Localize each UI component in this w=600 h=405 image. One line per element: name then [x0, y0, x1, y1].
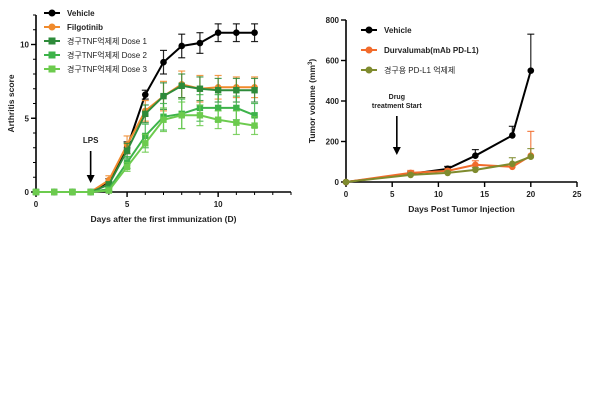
- legend-label: Vehicle: [384, 26, 412, 35]
- data-point: [105, 181, 113, 188]
- data-point: [196, 112, 204, 119]
- y-tick-label: 200: [326, 138, 340, 147]
- legend-label: Vehicle: [67, 9, 95, 18]
- data-point: [509, 132, 516, 139]
- y-tick-label: 0: [335, 178, 340, 187]
- data-point: [214, 87, 222, 94]
- legend-marker: [365, 46, 373, 54]
- legend-item: Filgotinib: [44, 23, 103, 32]
- data-point: [251, 112, 258, 119]
- x-tick-label: 5: [125, 200, 130, 209]
- data-point: [214, 29, 222, 36]
- legend-marker: [48, 9, 56, 17]
- data-point: [142, 140, 149, 147]
- series-5: [32, 101, 259, 196]
- y-axis-label: Tumor volume (mm3): [307, 59, 317, 144]
- data-point: [32, 188, 40, 196]
- data-point: [407, 171, 414, 179]
- data-point: [142, 110, 149, 118]
- data-point: [160, 92, 167, 100]
- data-point: [160, 58, 167, 66]
- data-point: [196, 85, 204, 92]
- y-tick-label: 400: [326, 97, 340, 106]
- x-tick-label: 10: [214, 200, 223, 209]
- data-point: [178, 42, 186, 50]
- legend-marker: [48, 37, 56, 45]
- y-tick-label: 10: [20, 41, 29, 50]
- data-point: [160, 116, 167, 123]
- data-point: [123, 147, 131, 154]
- series-3: [342, 147, 535, 186]
- legend-item: 경구TNF억제제 Dose 3: [44, 64, 147, 74]
- legend-item: 경구TNF억제제 Dose 1: [44, 36, 147, 46]
- data-point: [87, 188, 94, 196]
- legend-item: Vehicle: [361, 26, 412, 35]
- data-point: [251, 29, 258, 36]
- annotation-label: treatment Start: [372, 103, 422, 110]
- data-point: [509, 160, 516, 168]
- data-point: [214, 116, 222, 123]
- data-point: [233, 104, 240, 112]
- data-point: [444, 169, 451, 177]
- annotation-arrow-head: [392, 147, 401, 155]
- legend-item: 경구용 PD-L1 억제제: [361, 65, 455, 75]
- data-point: [196, 39, 204, 47]
- data-point: [527, 67, 535, 74]
- legend-label: 경구TNF억제제 Dose 3: [67, 64, 147, 74]
- data-point: [105, 187, 113, 194]
- x-tick-label: 5: [390, 190, 395, 199]
- y-tick-label: 0: [25, 188, 30, 197]
- legend-label: 경구TNF억제제 Dose 2: [67, 50, 147, 60]
- legend-label: Filgotinib: [67, 23, 103, 32]
- data-point: [342, 178, 350, 186]
- legend-marker: [365, 66, 373, 74]
- arthritis-score-chart: 0 5 10 0 5 10 Days after the first immunizatio…: [6, 9, 292, 224]
- legend: Vehicle Filgotinib 경구TNF억제제 Dose 1 경구TNF억제제…: [44, 9, 147, 74]
- data-point: [472, 166, 479, 174]
- y-tick-label: 800: [326, 16, 340, 25]
- x-axis-label: Days Post Tumor Injection: [408, 204, 515, 214]
- x-tick-label: 15: [480, 190, 489, 199]
- data-point: [178, 112, 185, 119]
- data-point: [123, 163, 131, 171]
- legend-item: Vehicle: [44, 9, 95, 18]
- data-point: [214, 104, 222, 112]
- annotation-label: LPS: [83, 136, 99, 145]
- x-tick-label: 10: [434, 190, 443, 199]
- legend-marker: [48, 51, 56, 59]
- legend-label: Durvalumab(mAb PD-L1): [384, 46, 479, 55]
- legend-item: 경구TNF억제제 Dose 2: [44, 50, 147, 60]
- legend: Vehicle Durvalumab(mAb PD-L1) 경구용 PD-L1 억제…: [361, 26, 479, 75]
- data-point: [527, 153, 535, 160]
- data-point: [233, 29, 240, 36]
- annotation-arrow-head: [86, 175, 95, 183]
- x-tick-label: 0: [34, 200, 39, 209]
- y-tick-label: 600: [326, 57, 340, 66]
- data-point: [233, 87, 240, 94]
- legend-item: Durvalumab(mAb PD-L1): [361, 46, 479, 55]
- legend-marker: [48, 23, 56, 31]
- legend-label: 경구용 PD-L1 억제제: [384, 65, 455, 75]
- x-tick-label: 20: [526, 190, 535, 199]
- legend-label: 경구TNF억제제 Dose 1: [67, 36, 147, 46]
- y-axis-label: Arthritis score: [6, 74, 16, 132]
- tumor-volume-chart: 0 5 10 15 20 25 0 200 400 600 800 Days Post Tumor I…: [307, 16, 582, 214]
- data-point: [69, 188, 76, 196]
- data-point: [251, 87, 258, 94]
- legend-marker: [365, 26, 373, 34]
- y-tick-label: 5: [25, 114, 30, 123]
- data-point: [251, 122, 258, 129]
- data-point: [472, 161, 479, 169]
- data-point: [472, 152, 479, 159]
- x-tick-label: 25: [573, 190, 582, 199]
- annotation-label: Drug: [389, 94, 405, 101]
- x-tick-label: 0: [344, 190, 349, 199]
- data-point: [141, 91, 149, 98]
- data-point: [51, 188, 58, 196]
- x-axis-label: Days after the first immunization (D): [91, 214, 237, 224]
- legend-marker: [48, 65, 56, 73]
- data-point: [233, 119, 240, 126]
- data-point: [178, 82, 185, 89]
